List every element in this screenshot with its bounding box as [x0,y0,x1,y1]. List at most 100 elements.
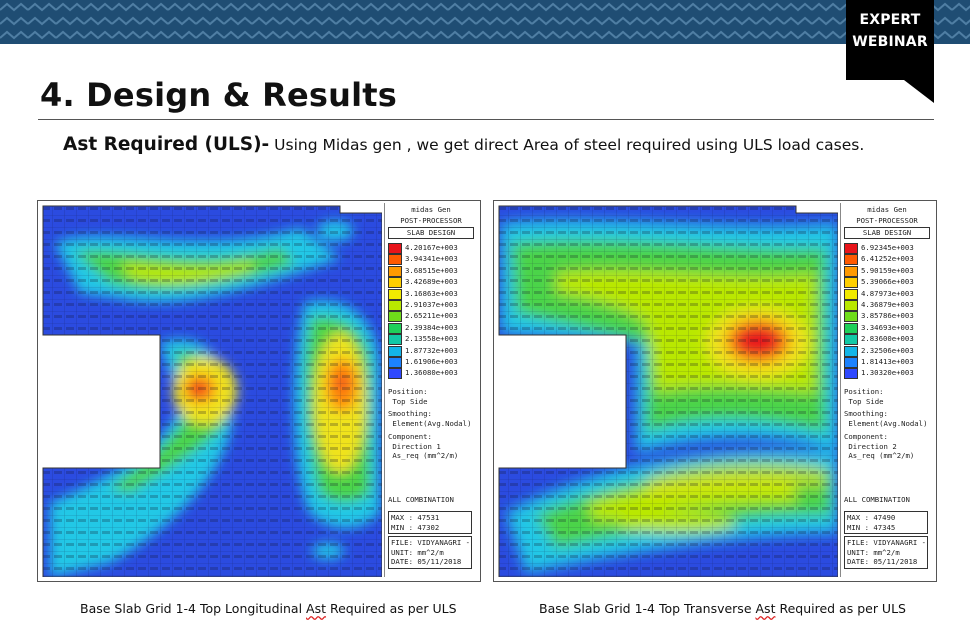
legend-swatch [388,288,402,300]
legend-value: 1.81413e+003 [861,357,914,366]
legend-date: DATE: 05/11/2018 [391,557,462,566]
legend-transverse: midas Gen POST-PROCESSOR SLAB DESIGN 6.9… [840,203,933,577]
expert-webinar-badge: EXPERT WEBINAR [846,0,934,103]
legend-swatch [844,300,858,311]
legend-max: MAX : 47531 [391,513,440,522]
legend-smoothing: Smoothing: Element(Avg.Nodal) [844,409,928,428]
caption-transverse: Base Slab Grid 1-4 Top Transverse Ast Re… [539,601,906,616]
legend-value: 4.20167e+003 [405,243,458,252]
legend-scale-longitudinal: 4.20167e+003 3.94341e+003 3.68515e+003 3.42… [385,243,477,380]
legend-value: 2.32506e+003 [861,345,914,355]
legend-swatch [844,311,858,323]
banner-pattern [0,0,970,44]
contour-plot-transverse [498,205,838,577]
legend-swatch [844,265,858,277]
legend-file: FILE: VIDYANAGRI - [847,538,927,547]
legend-swatch [388,357,402,368]
legend-value: 1.61906e+003 [405,357,458,366]
legend-head-2: POST-PROCESSOR [400,216,462,225]
legend-value: 3.16863e+003 [405,288,458,298]
legend-swatch [388,368,402,380]
legend-value: 4.87973e+003 [861,288,914,298]
legend-date: DATE: 05/11/2018 [847,557,918,566]
legend-swatch [388,300,402,311]
caption-pre: Base Slab Grid 1-4 Top Transverse [539,601,756,616]
top-banner [0,0,970,44]
legend-head-1: midas Gen [867,205,907,214]
legend-swatch [844,368,858,380]
legend-swatch [388,254,402,266]
badge-line-2: WEBINAR [852,34,928,50]
legend-maxmin: MAX : 47531 MIN : 47302 [388,511,472,534]
legend-swatch [844,334,858,346]
legend-min: MIN : 47345 [847,522,896,532]
legend-combination: ALL COMBINATION [844,495,910,504]
caption-post: Required as per ULS [775,601,906,616]
legend-swatch [844,254,858,266]
legend-value: 2.39384e+003 [405,322,458,332]
legend-value: 5.39066e+003 [861,277,914,287]
legend-smoothing: Smoothing: Element(Avg.Nodal) [388,409,472,428]
subtitle-text: Using Midas gen , we get direct Area of … [269,136,865,154]
legend-value: 2.13558e+003 [405,334,458,344]
legend-swatch [388,322,402,334]
legend-scale-transverse: 6.92345e+003 6.41252e+003 5.90159e+003 5.39… [841,243,933,380]
slide-subtitle: Ast Required (ULS)- Using Midas gen , we… [63,134,864,155]
contour-panel-transverse: midas Gen POST-PROCESSOR SLAB DESIGN 6.9… [493,200,937,582]
contour-panel-longitudinal: midas Gen POST-PROCESSOR SLAB DESIGN 4.2… [37,200,481,582]
legend-value: 3.68515e+003 [405,265,458,275]
legend-combination: ALL COMBINATION [388,495,454,504]
legend-swatch [844,322,858,334]
legend-component: Component: Direction 1 As_req (mm^2/m) [388,432,459,460]
caption-ast: Ast [755,601,776,616]
legend-fileinfo: FILE: VIDYANAGRI - UNIT: mm^2/m DATE: 05… [388,536,472,569]
contour-plot-longitudinal [42,205,382,577]
legend-swatch [388,345,402,357]
legend-swatch [388,243,402,254]
legend-position: Position: Top Side [844,387,884,406]
legend-value: 5.90159e+003 [861,265,914,275]
legend-value: 6.41252e+003 [861,254,914,264]
legend-fileinfo: FILE: VIDYANAGRI - UNIT: mm^2/m DATE: 05… [844,536,928,569]
caption-longitudinal: Base Slab Grid 1-4 Top Longitudinal Ast … [80,601,457,616]
legend-unit: UNIT: mm^2/m [391,547,444,557]
legend-swatch [388,265,402,277]
legend-max: MAX : 47490 [847,513,896,522]
legend-slab-design: SLAB DESIGN [388,227,474,239]
legend-min: MIN : 47302 [391,522,440,532]
legend-value: 4.36879e+003 [861,300,914,309]
legend-component: Component: Direction 2 As_req (mm^2/m) [844,432,915,460]
legend-swatch [388,277,402,289]
slide-title: 4. Design & Results [40,76,398,114]
legend-swatch [844,288,858,300]
subtitle-bold: Ast Required (ULS)- [63,134,270,155]
badge-line-1: EXPERT [859,12,921,28]
legend-value: 3.85786e+003 [861,311,914,321]
legend-value: 2.83600e+003 [861,334,914,344]
legend-file: FILE: VIDYANAGRI - [391,538,471,547]
legend-value: 2.65211e+003 [405,311,458,321]
legend-value: 3.42689e+003 [405,277,458,287]
legend-value: 1.36080e+003 [405,368,458,378]
caption-ast: Ast [306,601,327,616]
legend-swatch [844,357,858,368]
legend-maxmin: MAX : 47490 MIN : 47345 [844,511,928,534]
legend-value: 3.94341e+003 [405,254,458,264]
legend-longitudinal: midas Gen POST-PROCESSOR SLAB DESIGN 4.2… [384,203,477,577]
legend-swatch [844,277,858,289]
legend-position: Position: Top Side [388,387,428,406]
legend-swatch [844,345,858,357]
legend-head-1: midas Gen [411,205,451,214]
title-divider [38,119,934,120]
legend-value: 1.30320e+003 [861,368,914,378]
legend-swatch [844,243,858,254]
legend-value: 3.34693e+003 [861,322,914,332]
caption-pre: Base Slab Grid 1-4 Top Longitudinal [80,601,307,616]
legend-value: 2.91037e+003 [405,300,458,309]
legend-slab-design: SLAB DESIGN [844,227,930,239]
legend-swatch [388,334,402,346]
legend-value: 6.92345e+003 [861,243,914,252]
legend-value: 1.87732e+003 [405,345,458,355]
legend-head-2: POST-PROCESSOR [856,216,918,225]
legend-swatch [388,311,402,323]
